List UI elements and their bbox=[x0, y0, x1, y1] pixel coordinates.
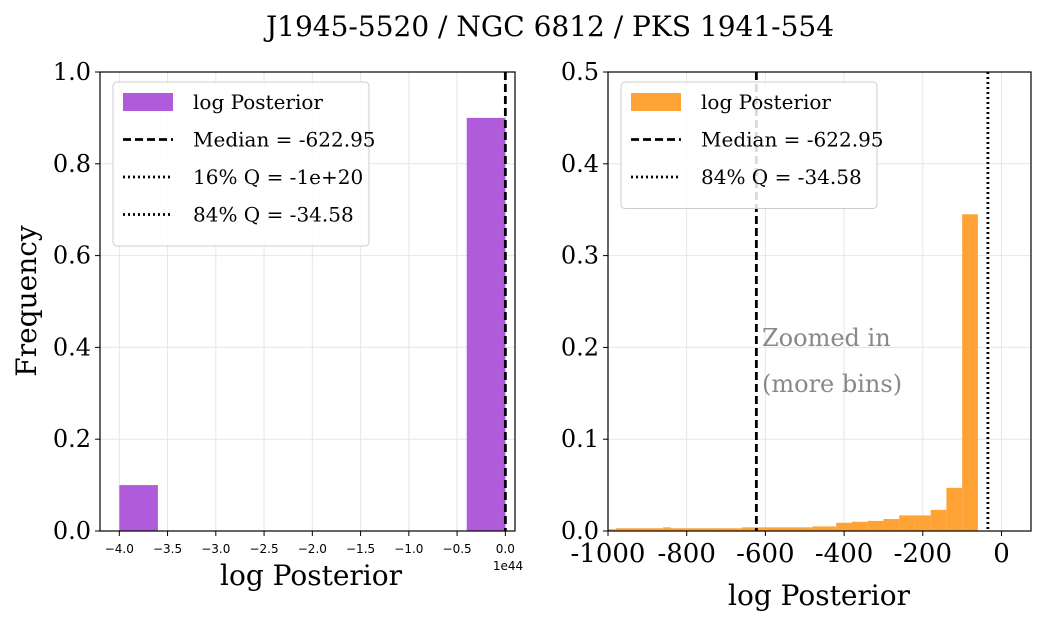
legend-entry-label: log Posterior bbox=[701, 90, 831, 114]
histogram-bar bbox=[663, 527, 671, 531]
y-tick-label: 0.1 bbox=[561, 425, 599, 453]
histogram-bar bbox=[119, 485, 158, 531]
right-panel: -1000 -800 -600 -400 -200 0 0.00.10.20.30.40.… bbox=[561, 58, 1032, 612]
histogram-bar bbox=[765, 527, 790, 531]
right-x-axis-label: log Posterior bbox=[728, 579, 911, 612]
x-tick-label: −1.0 bbox=[394, 542, 423, 556]
y-tick-label: 0.0 bbox=[53, 517, 91, 545]
histogram-bar bbox=[639, 528, 664, 531]
histogram-bar bbox=[694, 528, 719, 531]
x-tick-label: -1000 bbox=[571, 539, 646, 569]
y-tick-label: 0.4 bbox=[561, 150, 599, 178]
histogram-bar bbox=[789, 527, 813, 531]
zoom-annotation-line-1: Zoomed in bbox=[762, 324, 891, 352]
zoom-annotation-line-2: (more bins) bbox=[762, 370, 902, 398]
x-tick-label: −3.5 bbox=[153, 542, 182, 556]
y-tick-label: 1.0 bbox=[53, 58, 91, 86]
right-bars bbox=[608, 214, 978, 532]
legend-box bbox=[620, 81, 878, 209]
y-tick-label: 0.5 bbox=[561, 58, 599, 86]
histogram-bar bbox=[851, 521, 868, 531]
x-tick-label: −1.5 bbox=[346, 542, 375, 556]
left-x-axis-label: log Posterior bbox=[220, 559, 403, 592]
left-legend: log Posterior Median = -622.95 16% Q = -1e… bbox=[112, 81, 376, 247]
histogram-bar bbox=[899, 515, 915, 531]
y-tick-label: 0.4 bbox=[53, 333, 91, 361]
legend-box bbox=[112, 81, 370, 247]
histogram-bar bbox=[946, 487, 963, 531]
histogram-bar bbox=[466, 117, 506, 532]
x-tick-label: -200 bbox=[894, 539, 952, 569]
y-tick-label: 0.2 bbox=[561, 333, 599, 361]
histogram-bar bbox=[615, 528, 640, 531]
histogram-bar bbox=[741, 527, 766, 531]
x-tick-label: 0.0 bbox=[496, 542, 515, 556]
right-x-ticks: -1000 -800 -600 -400 -200 0 bbox=[571, 531, 1010, 569]
histogram-bar bbox=[670, 528, 695, 531]
x-tick-label: 0 bbox=[993, 539, 1010, 569]
histogram-bar bbox=[867, 520, 884, 531]
right-y-ticks: 0.0 0.1 0.2 0.3 0.4 0.5 bbox=[561, 58, 608, 545]
y-tick-label: 0.0 bbox=[561, 517, 599, 545]
legend-entry-label: Median = -622.95 bbox=[193, 128, 376, 152]
x-tick-label: −2.5 bbox=[249, 542, 278, 556]
legend-swatch bbox=[123, 93, 173, 111]
x-tick-label: -400 bbox=[815, 539, 873, 569]
histogram-bar bbox=[836, 522, 852, 531]
left-y-axis-label: Frequency bbox=[10, 225, 43, 377]
y-tick-label: 0.2 bbox=[53, 425, 91, 453]
histogram-bar bbox=[930, 509, 947, 531]
x-tick-label: −3.0 bbox=[201, 542, 230, 556]
y-tick-label: 0.6 bbox=[53, 242, 91, 270]
legend-entry-label: log Posterior bbox=[193, 90, 323, 114]
histogram-bar bbox=[718, 528, 742, 531]
left-bars bbox=[119, 117, 506, 532]
y-tick-label: 0.3 bbox=[561, 242, 599, 270]
legend-entry-label: 84% Q = -34.58 bbox=[701, 165, 862, 189]
legend-entry-label: 16% Q = -1e+20 bbox=[193, 165, 363, 189]
legend-swatch bbox=[631, 93, 681, 111]
histogram-bar bbox=[812, 526, 837, 531]
histogram-bar bbox=[962, 214, 978, 532]
left-x-offset-label: 1e44 bbox=[493, 559, 523, 573]
left-y-ticks: 0.0 0.2 0.4 0.6 0.8 1.0 bbox=[53, 58, 100, 545]
x-tick-label: −0.5 bbox=[443, 542, 472, 556]
figure-title: J1945-5520 / NGC 6812 / PKS 1941-554 bbox=[263, 10, 834, 43]
y-tick-label: 0.8 bbox=[53, 150, 91, 178]
left-axes-frame bbox=[99, 71, 516, 532]
histogram-bar bbox=[883, 519, 900, 531]
x-tick-label: −2.0 bbox=[298, 542, 327, 556]
legend-entry-label: Median = -622.95 bbox=[701, 128, 884, 152]
histogram-bar bbox=[608, 529, 616, 531]
right-axes-frame bbox=[607, 71, 1032, 532]
x-tick-label: -600 bbox=[736, 539, 794, 569]
x-tick-label: −4.0 bbox=[105, 542, 134, 556]
left-x-ticks: −4.0 −3.5 −3.0 −2.5 −2.0 −1.5 −1.0 −0.5 0.0 bbox=[105, 531, 515, 556]
right-legend: log Posterior Median = -622.95 84% Q = -34… bbox=[620, 81, 884, 209]
left-panel: −4.0 −3.5 −3.0 −2.5 −2.0 −1.5 −1.0 −0.5 0.0 0.00… bbox=[10, 58, 523, 592]
x-tick-label: -800 bbox=[657, 539, 715, 569]
histogram-bar bbox=[914, 515, 931, 531]
legend-entry-label: 84% Q = -34.58 bbox=[193, 203, 354, 227]
